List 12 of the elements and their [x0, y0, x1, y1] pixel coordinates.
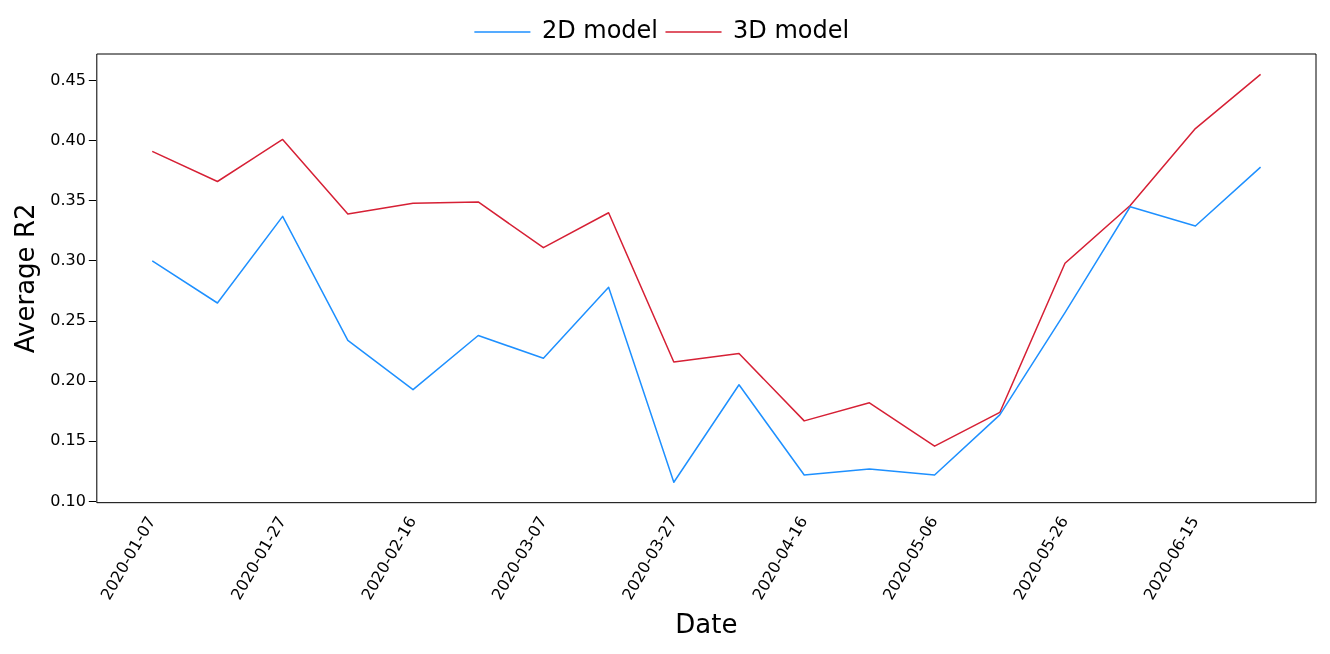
y-tick-label: 0.45 — [50, 69, 86, 89]
y-tick-label: 0.40 — [50, 129, 86, 149]
y-tick-label: 0.35 — [50, 189, 86, 209]
x-axis-title: Date — [675, 609, 738, 640]
y-tick-label: 0.30 — [50, 250, 86, 270]
y-axis-title: Average R2 — [10, 203, 41, 354]
legend-label: 3D model — [733, 16, 850, 45]
y-tick-label: 0.15 — [50, 430, 86, 450]
y-tick-label: 0.20 — [50, 370, 86, 390]
y-tick-label: 0.25 — [50, 310, 86, 330]
y-tick-label: 0.10 — [50, 490, 86, 510]
legend-label: 2D model — [541, 16, 658, 45]
